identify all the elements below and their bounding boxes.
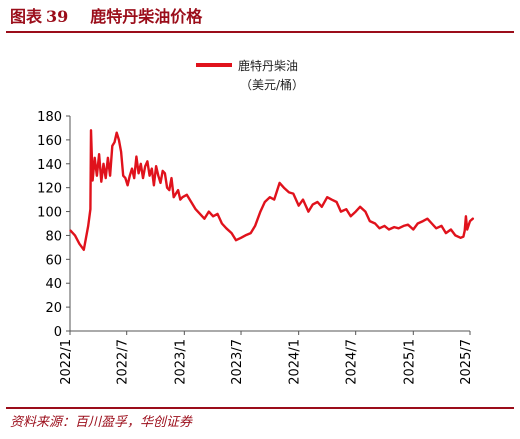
figure-title-text: 鹿特丹柴油价格 — [90, 7, 203, 26]
y-tick-label: 180 — [37, 110, 62, 125]
x-tick-label: 2025/7 — [459, 339, 474, 385]
y-tick-label: 0 — [54, 325, 62, 340]
y-tick-label: 140 — [37, 158, 62, 173]
x-tick-label: 2024/7 — [345, 339, 360, 385]
y-tick-label: 160 — [37, 134, 62, 149]
x-tick-label: 2022/7 — [116, 339, 131, 385]
x-tick-label: 2022/1 — [59, 339, 74, 385]
figure-label: 图表 — [10, 7, 43, 26]
series-line-rotterdam-diesel — [69, 129, 474, 252]
legend-unit: （美元/桶） — [240, 78, 305, 92]
y-tick-label: 100 — [37, 206, 62, 221]
y-tick-label: 80 — [45, 229, 62, 244]
y-tick-label: 40 — [45, 277, 62, 292]
source-note: 资料来源：百川盈孚，华创证券 — [10, 415, 193, 430]
x-tick-label: 2024/1 — [288, 339, 303, 385]
x-tick-label: 2023/1 — [173, 339, 188, 385]
x-tick-label: 2023/7 — [230, 339, 245, 385]
title-divider — [6, 31, 514, 33]
figure-title: 图表 39 鹿特丹柴油价格 — [10, 4, 202, 30]
source-divider — [6, 407, 514, 409]
y-tick-label: 60 — [45, 253, 62, 268]
legend-swatch — [196, 63, 232, 67]
x-tick-label: 2025/1 — [402, 339, 417, 385]
legend-label: 鹿特丹柴油 — [238, 58, 299, 73]
y-tick-label: 20 — [45, 301, 62, 316]
figure-number: 39 — [46, 7, 69, 26]
chart-legend: 鹿特丹柴油 （美元/桶） — [196, 56, 304, 94]
y-tick-label: 120 — [37, 182, 62, 197]
